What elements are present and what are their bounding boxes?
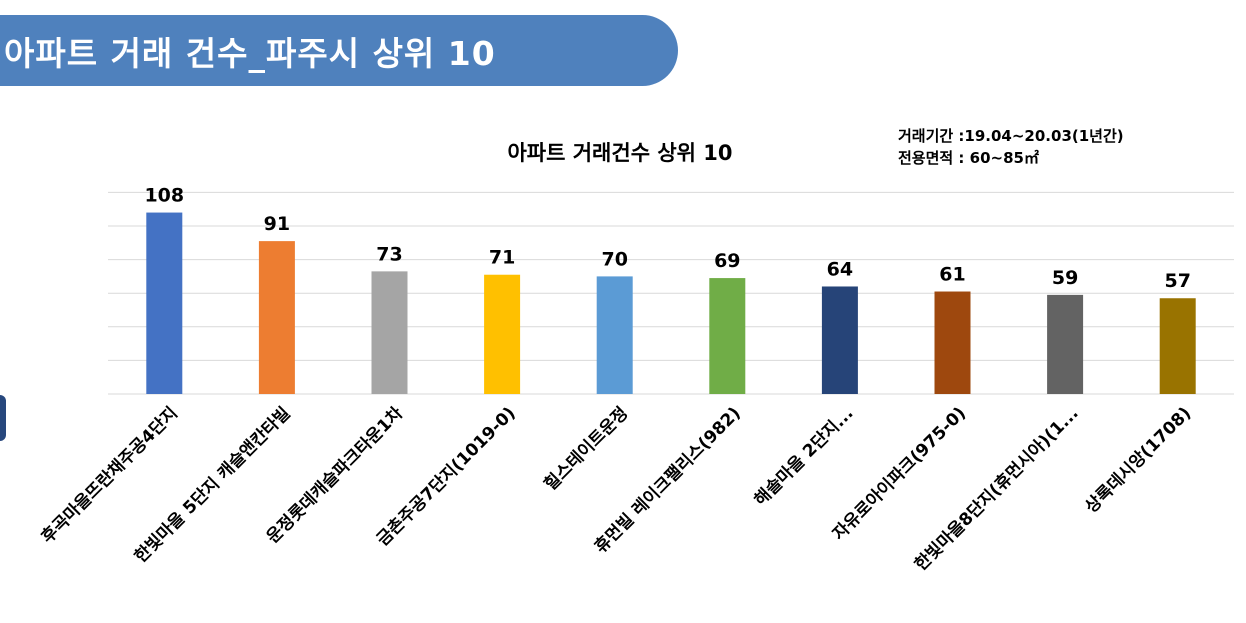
area-note: 전용면적 : 60~85㎡ bbox=[898, 149, 1039, 167]
bar-7 bbox=[821, 286, 858, 394]
bar-3 bbox=[371, 271, 408, 394]
bar-5 bbox=[596, 276, 633, 394]
bar-9 bbox=[1047, 294, 1084, 394]
value-label-3: 73 bbox=[376, 243, 402, 265]
value-labels: 108 91 73 71 70 69 64 61 59 57 bbox=[144, 185, 1190, 293]
value-label-10: 57 bbox=[1164, 270, 1190, 292]
title-banner: 아파트 거래 건수_파주시 상위 10 bbox=[0, 15, 678, 86]
banner-title: 아파트 거래 건수_파주시 상위 10 bbox=[4, 33, 496, 73]
bars bbox=[146, 212, 1196, 394]
bar-4 bbox=[484, 274, 521, 394]
bar-1 bbox=[146, 212, 183, 394]
category-label-10: 상록데시앙(1708) bbox=[1081, 403, 1195, 517]
value-label-8: 61 bbox=[939, 264, 965, 286]
value-label-5: 70 bbox=[601, 248, 627, 270]
value-label-2: 91 bbox=[264, 213, 290, 235]
value-label-9: 59 bbox=[1052, 267, 1078, 289]
bar-8 bbox=[934, 291, 971, 394]
left-edge-decoration bbox=[0, 395, 6, 441]
chart-title: 아파트 거래건수 상위 10 bbox=[507, 141, 732, 165]
bar-6 bbox=[709, 278, 746, 394]
value-label-1: 108 bbox=[144, 185, 184, 207]
value-label-7: 64 bbox=[827, 258, 853, 280]
period-note: 거래기간 :19.04~20.03(1년간) bbox=[898, 127, 1124, 145]
value-label-6: 69 bbox=[714, 250, 740, 272]
bar-10 bbox=[1159, 298, 1196, 394]
category-label-5: 힐스테이트운정 bbox=[540, 403, 632, 495]
value-label-4: 71 bbox=[489, 247, 515, 269]
gridlines bbox=[108, 191, 1234, 395]
bar-2 bbox=[258, 241, 295, 394]
category-label-7: 해솔마을 2단지... bbox=[751, 403, 858, 510]
